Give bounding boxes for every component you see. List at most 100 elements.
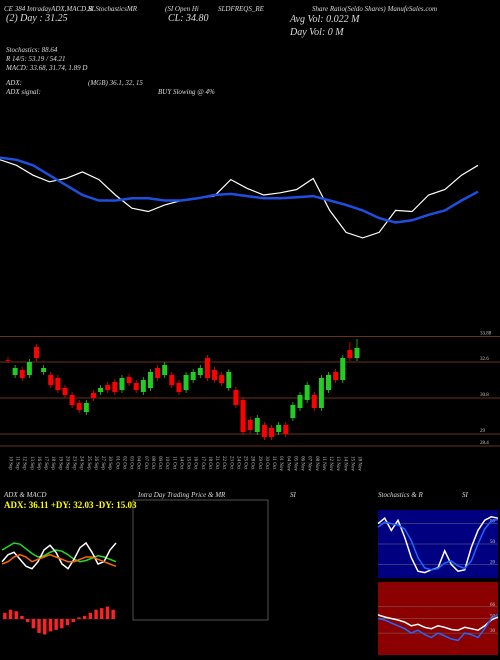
candle-body bbox=[155, 368, 161, 378]
x-tick-label: 28 Oct bbox=[250, 456, 255, 470]
x-tick-label: 24 Oct bbox=[235, 456, 240, 470]
macd-bar bbox=[111, 609, 115, 619]
macd-bar bbox=[71, 619, 75, 623]
x-tick-label: 17 Oct bbox=[200, 456, 205, 470]
y-tick-label: 32.6 bbox=[480, 357, 489, 362]
series-line bbox=[377, 613, 499, 642]
y-tick-label: 80 bbox=[490, 520, 496, 525]
macd-bar bbox=[94, 609, 98, 619]
x-tick-label: 17 Sep bbox=[43, 456, 48, 470]
macd-bar bbox=[48, 619, 53, 632]
y-tick-label: 30.8 bbox=[480, 393, 489, 398]
candle-body bbox=[169, 375, 175, 385]
x-tick-label: 11 Oct bbox=[171, 456, 176, 470]
x-tick-label: 06 Nov bbox=[300, 456, 305, 471]
x-tick-label: 18 Sep bbox=[50, 456, 55, 470]
y-tick-label: 66 bbox=[490, 603, 496, 608]
header-text: (SI Open Hi bbox=[165, 5, 199, 13]
candle-body bbox=[197, 368, 203, 375]
x-tick-label: 08 Oct bbox=[150, 456, 155, 470]
candle-body bbox=[354, 348, 360, 358]
macd-bar bbox=[105, 606, 110, 619]
x-tick-label: 09 Oct bbox=[157, 456, 162, 470]
panel-title: SI bbox=[290, 491, 297, 499]
x-tick-label: 15 Oct bbox=[186, 456, 191, 470]
y-tick-label: 33.88 bbox=[480, 331, 492, 336]
macd-bar bbox=[8, 609, 13, 619]
candle-body bbox=[204, 358, 210, 378]
series-line bbox=[1, 553, 117, 568]
candle-body bbox=[162, 365, 168, 375]
candle-body bbox=[261, 425, 267, 437]
panel-title: ADX & MACD bbox=[3, 491, 46, 499]
x-tick-label: 11 Nov bbox=[321, 456, 326, 471]
x-tick-label: 07 Nov bbox=[307, 456, 312, 471]
y-tick-label: 20 bbox=[490, 560, 496, 565]
candle-body bbox=[98, 388, 104, 392]
macd-bar bbox=[31, 619, 36, 629]
header-text: Avg Vol: 0.022 M bbox=[289, 14, 360, 25]
x-tick-label: 20 Sep bbox=[64, 456, 69, 470]
x-tick-label: 25 Oct bbox=[243, 456, 248, 470]
x-tick-label: 12 Sep bbox=[22, 456, 27, 470]
panel-subtitle: ADX: 36.11 +DY: 32.03 -DY: 15.03 bbox=[4, 500, 137, 510]
candle-body bbox=[326, 375, 332, 390]
candle-body bbox=[19, 370, 25, 378]
macd-bar bbox=[54, 619, 58, 630]
intraday-box bbox=[132, 499, 269, 621]
x-tick-label: 27 Sep bbox=[100, 456, 105, 470]
stat-text: MACD: 33.68, 31.74, 1.89 D bbox=[5, 64, 87, 72]
candle-body bbox=[254, 418, 260, 432]
series-line bbox=[1, 542, 117, 563]
x-tick-label: 08 Nov bbox=[314, 456, 319, 471]
panel-title: Intra Day Trading Price & MR bbox=[137, 491, 226, 499]
x-tick-label: 05 Nov bbox=[292, 456, 297, 471]
candle-body bbox=[240, 400, 246, 432]
stat-text: (MGB) 36.1, 32, 15 bbox=[88, 79, 143, 87]
candle-body bbox=[311, 395, 317, 408]
x-tick-label: 14 Nov bbox=[342, 456, 347, 471]
candle-body bbox=[190, 372, 196, 380]
x-tick-label: 01 Oct bbox=[114, 456, 119, 470]
y-tick-label: 28.4 bbox=[480, 441, 489, 446]
candle-body bbox=[283, 425, 289, 434]
series-line bbox=[0, 159, 479, 239]
candle-body bbox=[140, 380, 146, 392]
candle-body bbox=[26, 362, 32, 375]
x-tick-label: 30 Sep bbox=[107, 456, 112, 470]
x-tick-label: 03 Oct bbox=[129, 456, 134, 470]
x-tick-label: 15 Nov bbox=[349, 456, 354, 471]
header-text: SLStochasticsMR bbox=[88, 5, 138, 13]
x-tick-label: 01 Nov bbox=[278, 456, 283, 471]
macd-bar bbox=[82, 615, 87, 619]
header-text: Day Vol: 0 M bbox=[289, 27, 344, 38]
x-tick-label: 12 Nov bbox=[328, 456, 333, 471]
candle-body bbox=[176, 383, 182, 392]
panel-title: Stochastics & R bbox=[378, 491, 423, 499]
header-text: SLDFREQS_RE bbox=[218, 5, 265, 13]
x-tick-label: 10 Oct bbox=[164, 456, 169, 470]
x-tick-label: 22 Oct bbox=[221, 456, 226, 470]
candle-body bbox=[12, 368, 18, 375]
series-line bbox=[0, 156, 479, 224]
candle-body bbox=[212, 370, 218, 380]
candle-body bbox=[347, 350, 353, 358]
x-tick-label: 04 Oct bbox=[136, 456, 141, 470]
candle-body bbox=[269, 428, 275, 437]
candle-body bbox=[183, 375, 189, 390]
x-tick-label: 21 Oct bbox=[214, 456, 219, 470]
panel-subtitle: SI bbox=[462, 491, 469, 499]
candle-body bbox=[33, 347, 39, 358]
x-tick-label: 16 Sep bbox=[36, 456, 41, 470]
x-tick-label: 24 Sep bbox=[79, 456, 84, 470]
candle-body bbox=[247, 420, 253, 430]
x-tick-label: 07 Oct bbox=[143, 456, 148, 470]
macd-bar bbox=[25, 619, 30, 623]
macd-bar bbox=[60, 619, 64, 629]
x-tick-label: 23 Oct bbox=[228, 456, 233, 470]
candle-body bbox=[333, 372, 339, 380]
candle-body bbox=[133, 383, 139, 390]
candle-body bbox=[276, 425, 282, 432]
candle-body bbox=[304, 385, 310, 400]
